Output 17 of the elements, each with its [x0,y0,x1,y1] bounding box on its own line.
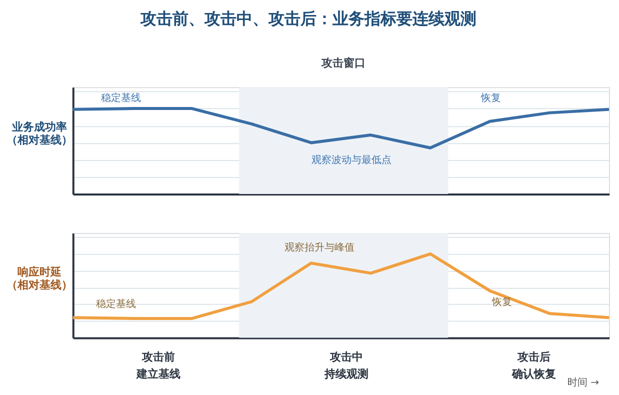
annotation: 稳定基线 [96,298,136,310]
y-axis-title: 响应时延（相对基线） [6,265,72,292]
text: 建立基线 [136,368,181,381]
text: 观察抬升与峰值 [284,242,355,254]
text: 恢复 [480,92,502,104]
text: 持续观测 [323,368,368,381]
chart-title: 攻击前、攻击中、攻击后：业务指标要连续观测 [139,9,476,28]
annotation: 观察波动与最低点 [312,154,392,166]
text: 攻击前 [141,350,176,364]
text: 攻击窗口 [320,56,366,70]
y-axis-title: 业务成功率（相对基线） [6,120,72,147]
text: 攻击后 [516,350,550,364]
text: 时间 → [568,376,600,389]
text: 攻击中 [328,350,363,364]
text: 确认恢复 [510,368,556,381]
text: 稳定基线 [101,92,142,104]
annotation: 恢复 [490,296,512,308]
